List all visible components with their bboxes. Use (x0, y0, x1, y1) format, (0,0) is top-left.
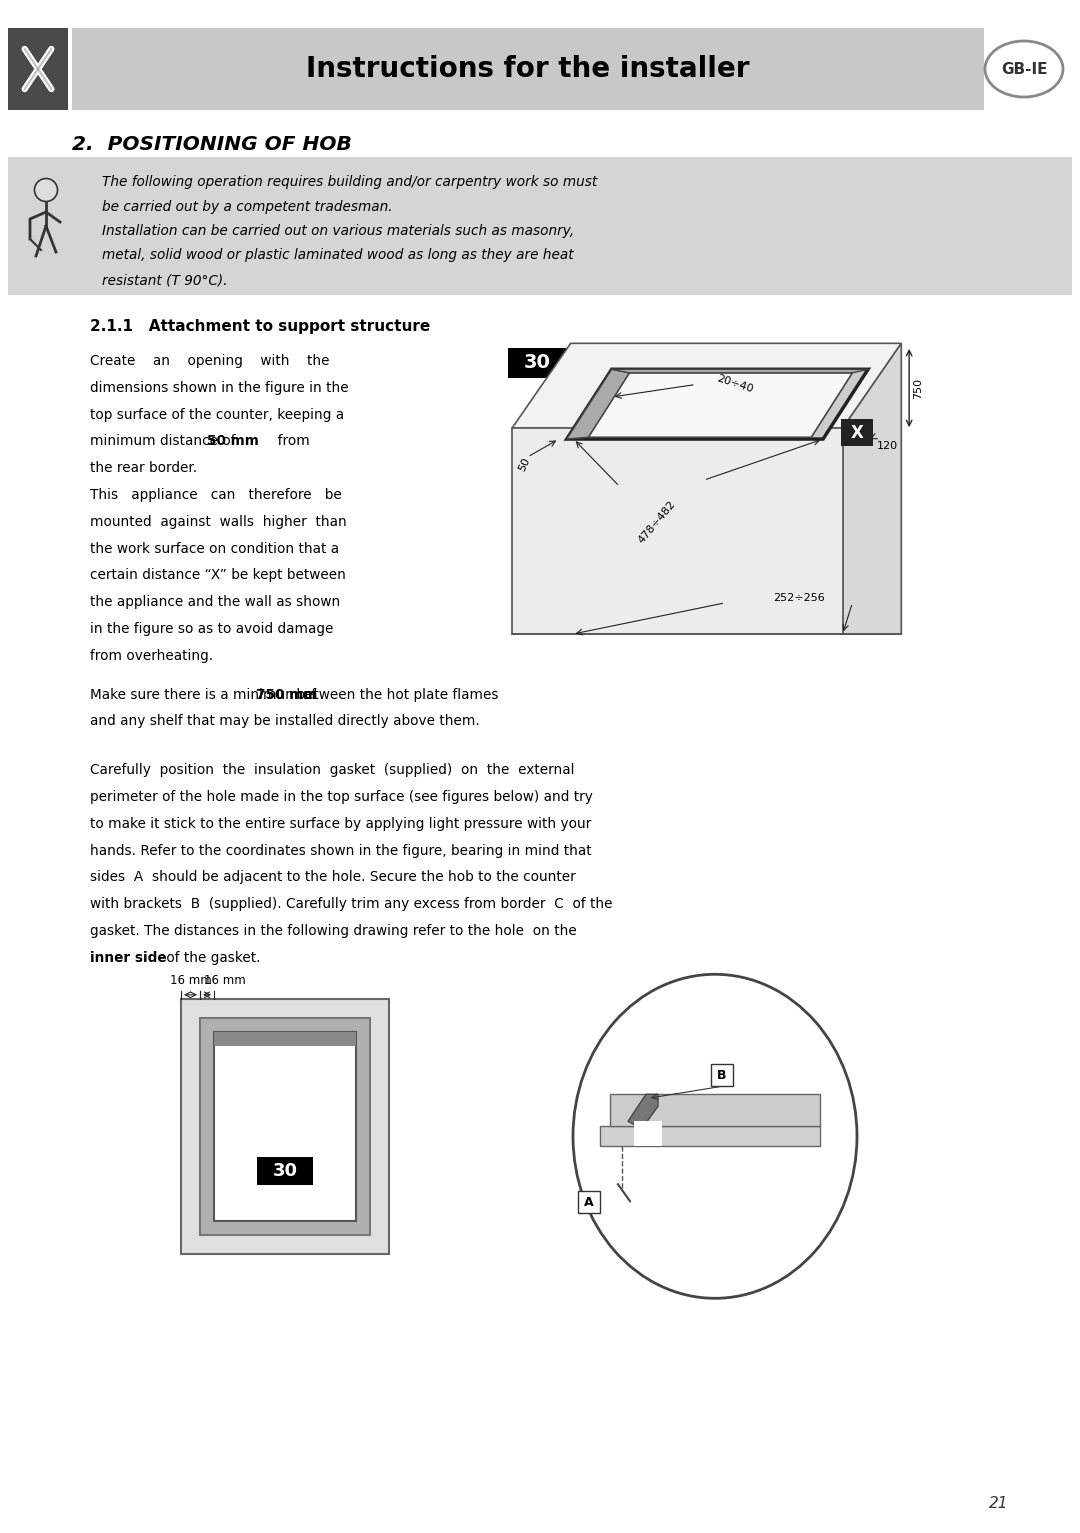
Text: 20÷40: 20÷40 (716, 373, 755, 394)
Text: 478÷482: 478÷482 (636, 500, 677, 546)
Text: The following operation requires building and/or carpentry work so must: The following operation requires buildin… (102, 175, 597, 189)
Text: inner side: inner side (90, 950, 166, 964)
Text: metal, solid wood or plastic laminated wood as long as they are heat: metal, solid wood or plastic laminated w… (102, 248, 573, 262)
Polygon shape (567, 369, 630, 438)
Text: top surface of the counter, keeping a: top surface of the counter, keeping a (90, 408, 345, 422)
Polygon shape (842, 343, 902, 635)
Text: Carefully  position  the  insulation  gasket  (supplied)  on  the  external: Carefully position the insulation gasket… (90, 763, 575, 777)
Text: 50: 50 (517, 455, 532, 472)
Text: and any shelf that may be installed directly above them.: and any shelf that may be installed dire… (90, 714, 480, 728)
Text: 30: 30 (524, 354, 551, 373)
Polygon shape (627, 1095, 658, 1128)
Ellipse shape (573, 975, 858, 1298)
Bar (8, 156, 1072, 294)
Text: the appliance and the wall as shown: the appliance and the wall as shown (90, 595, 340, 609)
Text: dimensions shown in the figure in the: dimensions shown in the figure in the (90, 380, 349, 396)
Text: minimum distance of: minimum distance of (90, 434, 244, 448)
Text: 750 mm: 750 mm (256, 688, 318, 702)
Bar (181, 1000, 389, 1254)
Text: the rear border.: the rear border. (90, 461, 198, 475)
Text: hands. Refer to the coordinates shown in the figure, bearing in mind that: hands. Refer to the coordinates shown in… (90, 843, 592, 857)
Text: Instructions for the installer: Instructions for the installer (307, 55, 750, 83)
Text: Create    an    opening    with    the: Create an opening with the (90, 354, 329, 368)
Text: from overheating.: from overheating. (90, 648, 213, 662)
Bar (508, 348, 566, 379)
Bar (214, 1032, 356, 1220)
Bar (840, 420, 873, 446)
Text: 50 mm: 50 mm (206, 434, 258, 448)
Polygon shape (512, 428, 842, 635)
Text: perimeter of the hole made in the top surface (see figures below) and try: perimeter of the hole made in the top su… (90, 789, 593, 803)
Text: 750: 750 (913, 377, 923, 399)
Text: resistant (T 90°C).: resistant (T 90°C). (102, 273, 228, 287)
Text: 2.1.1   Attachment to support structure: 2.1.1 Attachment to support structure (90, 319, 430, 334)
Bar (600, 1127, 820, 1147)
Polygon shape (589, 373, 852, 437)
Text: mounted  against  walls  higher  than: mounted against walls higher than (90, 515, 347, 529)
Text: 120: 120 (877, 442, 897, 451)
Bar (200, 1018, 370, 1234)
Circle shape (35, 178, 57, 201)
Text: B: B (717, 1069, 727, 1082)
Text: of the gasket.: of the gasket. (162, 950, 260, 964)
Text: to make it stick to the entire surface by applying light pressure with your: to make it stick to the entire surface b… (90, 817, 591, 831)
Polygon shape (567, 369, 868, 438)
Bar (610, 1095, 820, 1127)
Text: This   appliance   can   therefore   be: This appliance can therefore be (90, 487, 341, 501)
Text: 30: 30 (272, 1162, 297, 1180)
Bar (711, 1064, 733, 1087)
Text: certain distance “X” be kept between: certain distance “X” be kept between (90, 569, 346, 583)
Text: the work surface on condition that a: the work surface on condition that a (90, 541, 339, 555)
Text: 2.  POSITIONING OF HOB: 2. POSITIONING OF HOB (72, 135, 352, 153)
Text: 16 mm: 16 mm (170, 973, 212, 987)
Text: be carried out by a competent tradesman.: be carried out by a competent tradesman. (102, 199, 393, 213)
Bar (8, 28, 68, 110)
Text: 252÷256: 252÷256 (772, 593, 824, 604)
Text: Installation can be carried out on various materials such as masonry,: Installation can be carried out on vario… (102, 224, 575, 238)
Bar (634, 1121, 662, 1147)
Text: X: X (850, 423, 863, 442)
Text: Make sure there is a minimum of: Make sure there is a minimum of (90, 688, 321, 702)
Text: sides  A  should be adjacent to the hole. Secure the hob to the counter: sides A should be adjacent to the hole. … (90, 871, 576, 885)
Text: gasket. The distances in the following drawing refer to the hole  on the: gasket. The distances in the following d… (90, 924, 577, 938)
Text: 16 mm: 16 mm (204, 973, 246, 987)
Text: in the figure so as to avoid damage: in the figure so as to avoid damage (90, 622, 334, 636)
Bar (72, 28, 984, 110)
Polygon shape (611, 369, 868, 373)
Bar (257, 1157, 313, 1185)
Text: A: A (584, 1196, 594, 1210)
Ellipse shape (985, 41, 1063, 97)
Text: between the hot plate flames: between the hot plate flames (292, 688, 499, 702)
Text: 21: 21 (988, 1496, 1008, 1512)
Polygon shape (512, 343, 902, 428)
Bar (578, 1191, 600, 1213)
Text: with brackets  B  (supplied). Carefully trim any excess from border  C  of the: with brackets B (supplied). Carefully tr… (90, 897, 612, 911)
Text: from: from (269, 434, 309, 448)
Text: GB-IE: GB-IE (1001, 61, 1048, 77)
Bar (214, 1032, 356, 1046)
